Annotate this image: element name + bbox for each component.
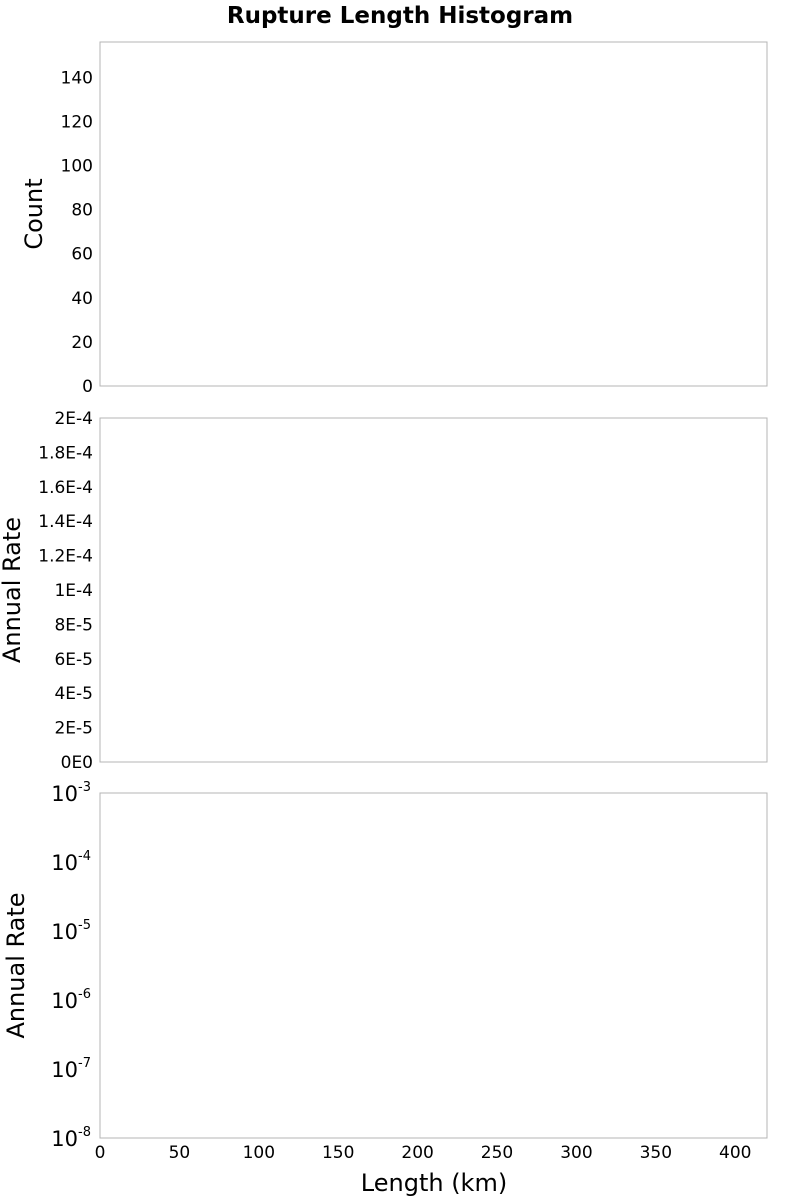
y-tick-label: 80	[71, 201, 93, 221]
y-tick-label: 4E-5	[54, 684, 93, 704]
x-tick-label: 100	[243, 1143, 275, 1163]
x-tick-label: 250	[481, 1143, 513, 1163]
x-tick-label: 300	[560, 1143, 592, 1163]
x-tick-label: 0	[95, 1143, 106, 1163]
y-axis-title: Annual Rate	[2, 892, 30, 1038]
y-tick-label: 1.8E-4	[38, 443, 93, 463]
chart-title: Rupture Length Histogram	[227, 3, 573, 29]
x-tick-label: 150	[322, 1143, 354, 1163]
y-tick-label: 2E-4	[54, 409, 93, 429]
plot-frame	[99, 41, 768, 387]
y-tick-label: 10-3	[51, 780, 91, 806]
panel-2: 0E0 2E-5 4E-5 6E-5 8E-5 1E-4 1.2E-4 1.4E-4 1.6E-…	[0, 409, 768, 773]
x-tick-label: 50	[169, 1143, 191, 1163]
y-tick-label: 8E-5	[54, 615, 93, 635]
y-tick-label: 100	[61, 156, 93, 176]
y-tick-label: 40	[71, 289, 93, 309]
panel-3: 10-8 10-7 10-6 10-5 10-4 10-3 Annual Rate	[2, 780, 768, 1151]
y-tick-label: 10-7	[51, 1056, 91, 1082]
y-tick-label: 1.2E-4	[38, 547, 93, 567]
y-axis-title: Count	[20, 178, 48, 249]
y-tick-label: 6E-5	[54, 650, 93, 670]
y-tick-label: 120	[61, 112, 93, 132]
y-tick-label: 10-6	[51, 987, 91, 1013]
y-tick-label: 0	[82, 377, 93, 397]
y-tick-label: 2E-5	[54, 719, 93, 739]
y-tick-label: 10-8	[51, 1125, 91, 1151]
y-tick-label: 1.4E-4	[38, 512, 93, 532]
y-tick-label: 20	[71, 333, 93, 353]
plot-frame	[99, 792, 768, 1139]
y-tick-label: 10-4	[51, 849, 91, 875]
panel-1: 0 20 40 60 80 100 120 140 Count	[20, 41, 768, 397]
x-axis-title: Length (km)	[361, 1169, 507, 1197]
y-tick-label: 140	[61, 68, 93, 88]
y-axis-title: Annual Rate	[0, 517, 26, 663]
y-tick-label: 1.6E-4	[38, 478, 93, 498]
y-tick-label: 1E-4	[54, 581, 93, 601]
y-tick-label: 10-5	[51, 918, 91, 944]
x-tick-label: 200	[401, 1143, 433, 1163]
x-tick-label: 400	[719, 1143, 751, 1163]
x-tick-label: 350	[640, 1143, 672, 1163]
y-tick-label: 60	[71, 245, 93, 265]
y-tick-label: 0E0	[61, 753, 93, 773]
plot-frame	[99, 417, 768, 763]
